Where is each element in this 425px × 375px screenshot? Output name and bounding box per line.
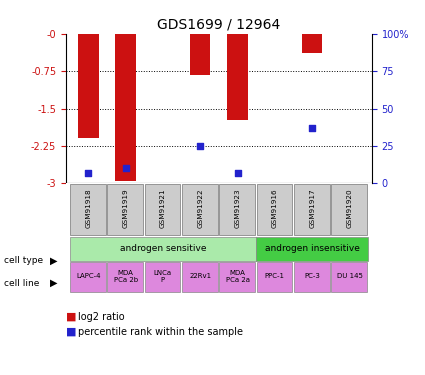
Bar xyxy=(257,184,292,235)
Bar xyxy=(70,237,256,261)
Bar xyxy=(294,262,330,292)
Text: LAPC-4: LAPC-4 xyxy=(76,273,101,279)
Text: DU 145: DU 145 xyxy=(337,273,363,279)
Bar xyxy=(182,184,218,235)
Text: ▶: ▶ xyxy=(50,278,58,288)
Text: MDA
PCa 2a: MDA PCa 2a xyxy=(226,270,249,283)
Bar xyxy=(70,184,106,235)
Bar xyxy=(70,262,106,292)
Bar xyxy=(294,184,330,235)
Text: GSM91920: GSM91920 xyxy=(346,189,352,228)
Text: 22Rv1: 22Rv1 xyxy=(189,273,211,279)
Bar xyxy=(257,262,292,292)
Point xyxy=(85,170,92,176)
Bar xyxy=(227,34,248,120)
Text: PC-3: PC-3 xyxy=(304,273,320,279)
Title: GDS1699 / 12964: GDS1699 / 12964 xyxy=(157,17,280,31)
Text: ▶: ▶ xyxy=(50,256,58,266)
Bar xyxy=(219,184,255,235)
Bar xyxy=(256,237,368,261)
Bar xyxy=(144,262,181,292)
Bar xyxy=(78,34,99,138)
Point xyxy=(122,165,129,171)
Text: cell type: cell type xyxy=(4,256,43,265)
Bar xyxy=(107,184,143,235)
Text: cell line: cell line xyxy=(4,279,40,288)
Text: MDA
PCa 2b: MDA PCa 2b xyxy=(113,270,138,283)
Text: LNCa
P: LNCa P xyxy=(154,270,172,283)
Text: androgen sensitive: androgen sensitive xyxy=(120,244,206,253)
Text: GSM91917: GSM91917 xyxy=(309,189,315,228)
Bar xyxy=(331,184,367,235)
Bar xyxy=(115,34,136,181)
Point xyxy=(234,170,241,176)
Bar xyxy=(190,34,210,75)
Text: percentile rank within the sample: percentile rank within the sample xyxy=(78,327,243,337)
Text: GSM91922: GSM91922 xyxy=(197,189,203,228)
Text: GSM91923: GSM91923 xyxy=(235,189,241,228)
Bar xyxy=(144,184,181,235)
Point xyxy=(309,125,316,131)
Bar xyxy=(331,262,367,292)
Text: PPC-1: PPC-1 xyxy=(265,273,285,279)
Text: log2 ratio: log2 ratio xyxy=(78,312,125,322)
Text: GSM91916: GSM91916 xyxy=(272,189,278,228)
Text: GSM91919: GSM91919 xyxy=(122,189,129,228)
Text: ■: ■ xyxy=(66,327,76,337)
Bar xyxy=(302,34,323,53)
Bar xyxy=(219,262,255,292)
Point xyxy=(197,143,204,149)
Bar xyxy=(107,262,143,292)
Text: ■: ■ xyxy=(66,312,76,322)
Text: androgen insensitive: androgen insensitive xyxy=(265,244,360,253)
Text: GSM91921: GSM91921 xyxy=(160,189,166,228)
Bar xyxy=(182,262,218,292)
Text: GSM91918: GSM91918 xyxy=(85,189,91,228)
